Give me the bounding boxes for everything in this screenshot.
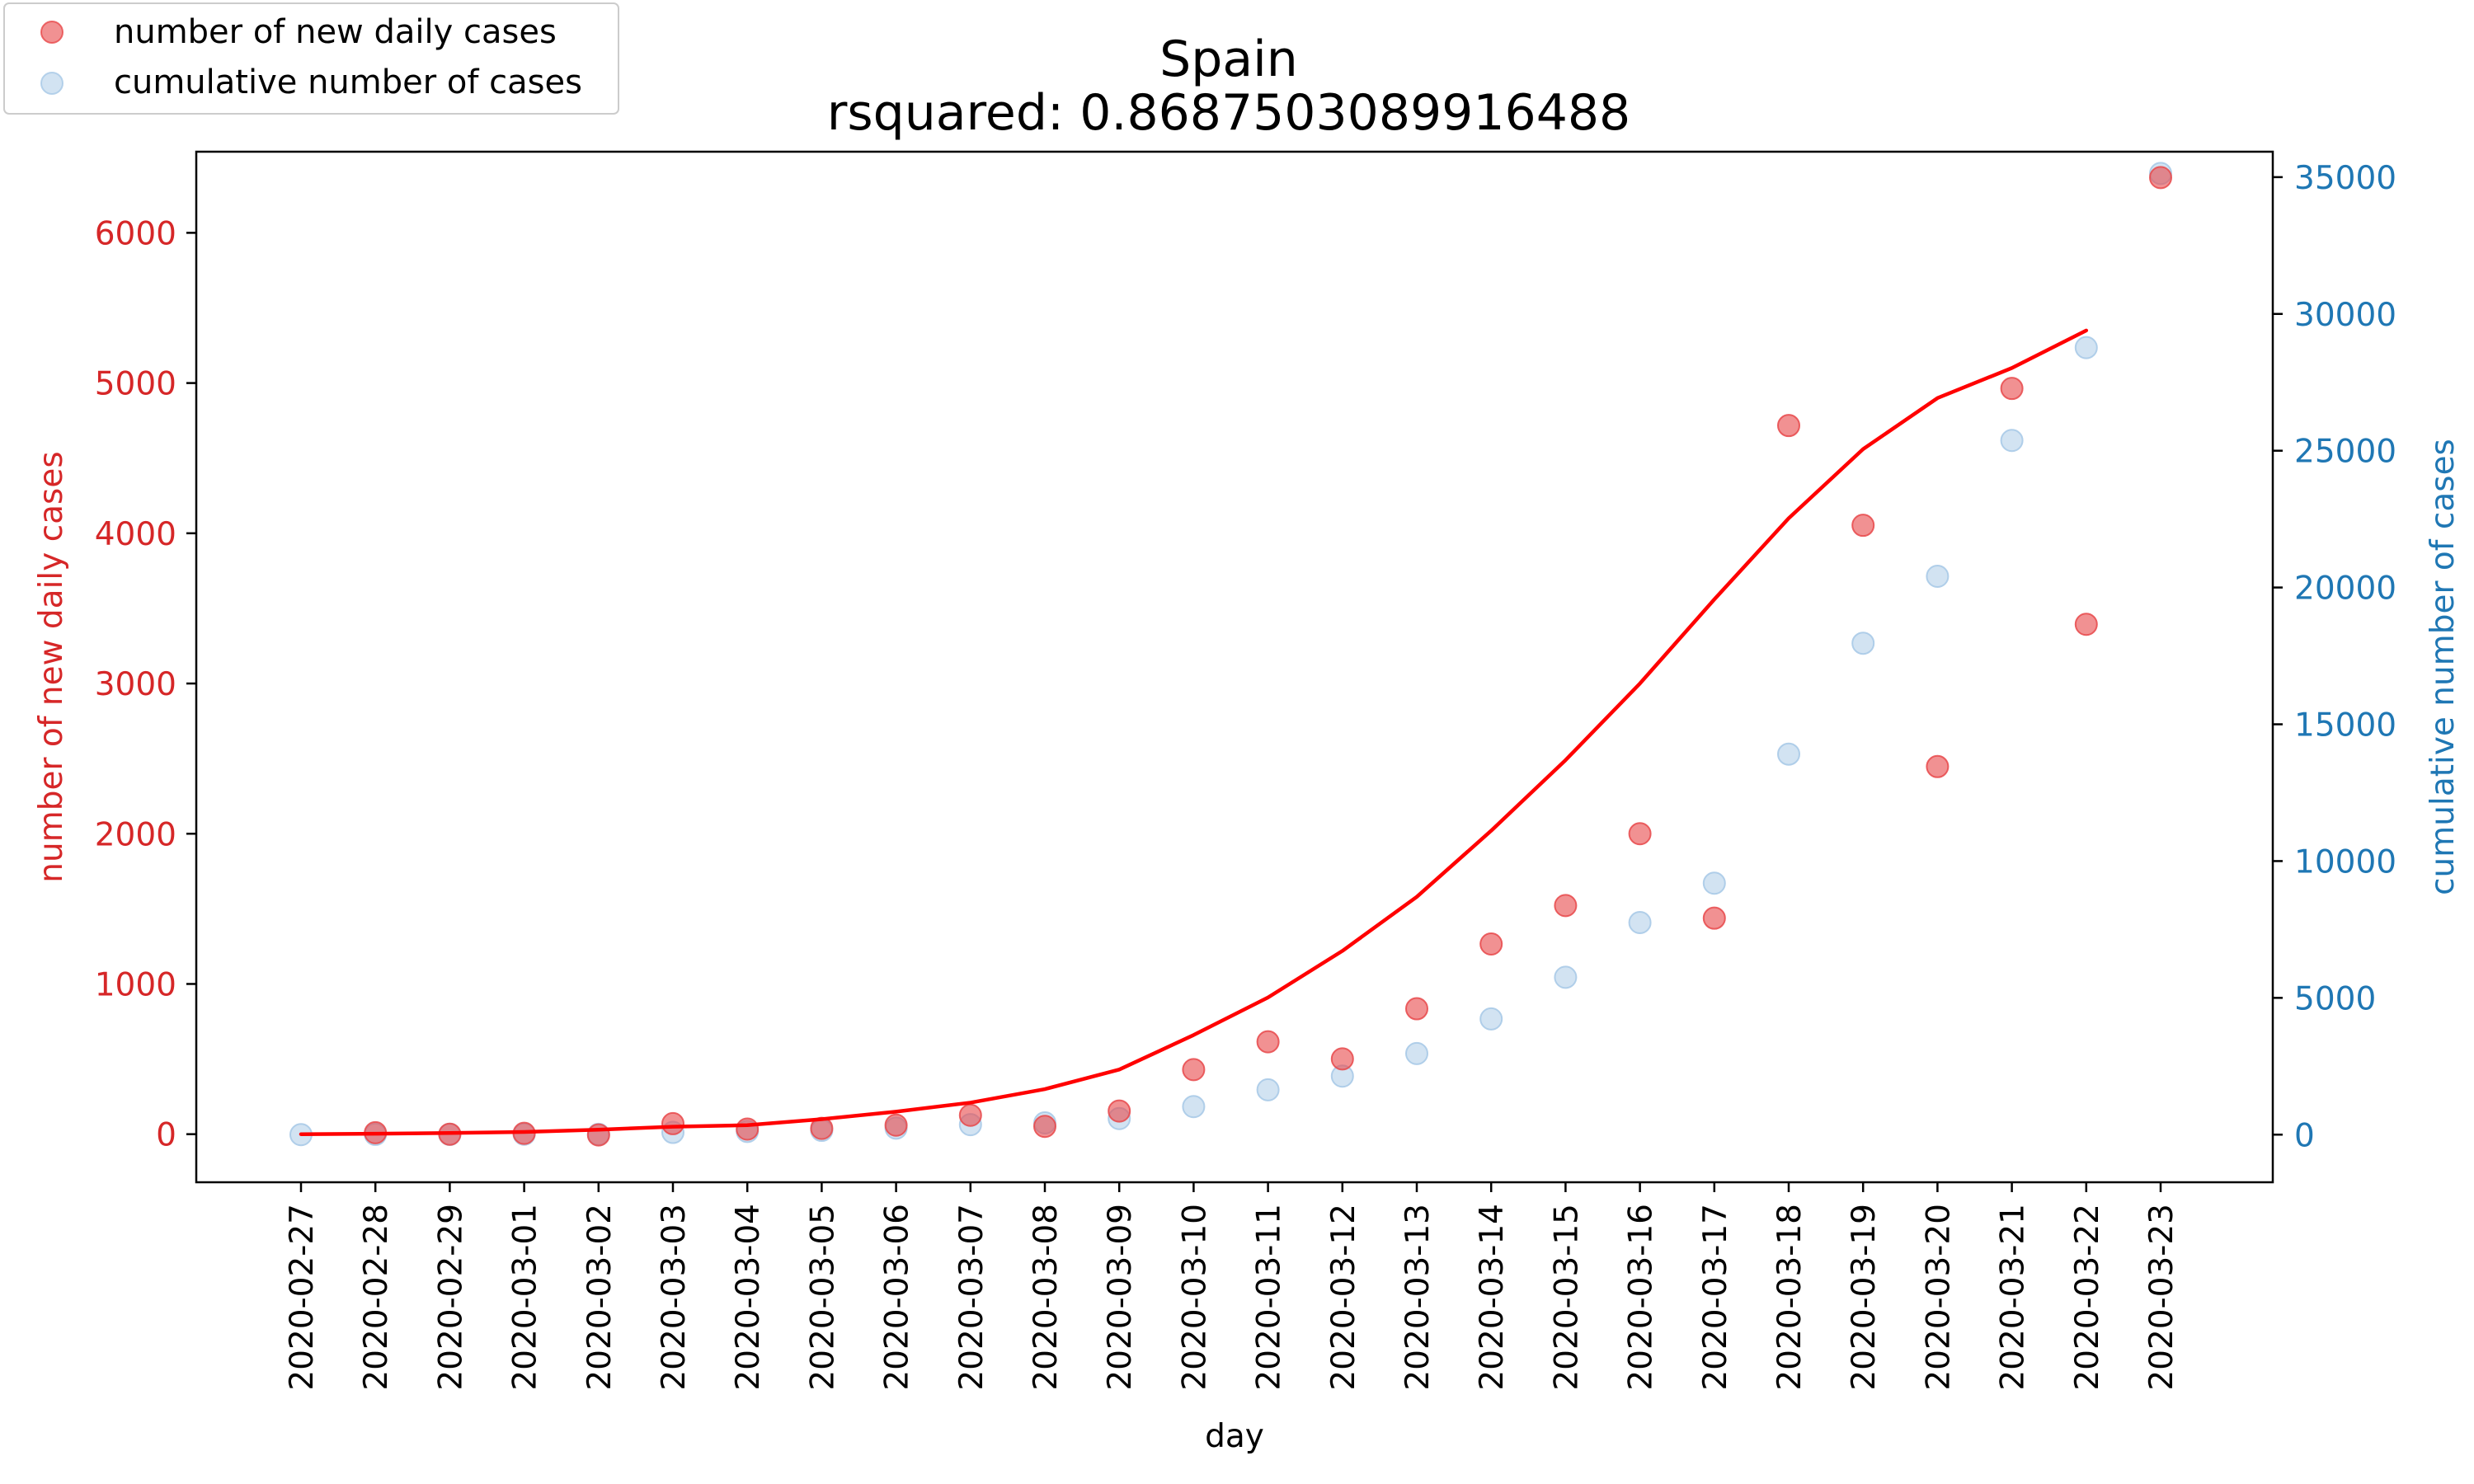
left-tick-label: 4000 (95, 516, 176, 553)
legend-marker-cumulative-cases (40, 72, 63, 95)
cumulative-cases-point (1182, 1095, 1206, 1119)
x-tick-label: 2020-03-17 (1697, 1204, 1734, 1391)
x-tick-label: 2020-03-02 (581, 1204, 618, 1391)
daily-cases-point (1702, 906, 1726, 930)
x-tick-label: 2020-03-13 (1399, 1204, 1437, 1391)
daily-cases-point (1851, 514, 1875, 538)
x-tick-label: 2020-03-21 (1995, 1204, 2032, 1391)
cumulative-cases-point (2000, 429, 2024, 453)
daily-cases-point (736, 1117, 760, 1141)
legend: number of new daily cases cumulative num… (3, 2, 619, 115)
left-tick-label: 2000 (95, 816, 176, 853)
x-tick-label: 2020-03-08 (1028, 1204, 1065, 1391)
left-tick-label: 1000 (95, 966, 176, 1003)
left-tick-label: 0 (156, 1117, 176, 1154)
legend-label-cumulative-cases: cumulative number of cases (114, 63, 582, 101)
cumulative-cases-point (1926, 564, 1950, 588)
x-tick-label: 2020-02-27 (284, 1204, 321, 1391)
x-tick-label: 2020-03-09 (1102, 1204, 1139, 1391)
daily-cases-point (1182, 1058, 1206, 1082)
legend-marker-new-daily-cases (40, 21, 63, 44)
chart-title: Spain (1159, 31, 1298, 88)
x-tick-label: 2020-03-11 (1251, 1204, 1288, 1391)
legend-label-new-daily-cases: number of new daily cases (114, 13, 557, 51)
chart-subtitle: rsquared: 0.8687503089916488 (827, 84, 1630, 142)
daily-cases-point (1330, 1047, 1354, 1071)
daily-cases-point (1108, 1099, 1131, 1123)
right-tick-label: 15000 (2294, 707, 2396, 744)
daily-cases-point (586, 1123, 610, 1147)
x-tick-label: 2020-03-06 (879, 1204, 916, 1391)
left-axis-label: number of new daily cases (33, 451, 70, 882)
cumulative-cases-point (1628, 910, 1652, 934)
x-tick-label: 2020-03-15 (1548, 1204, 1585, 1391)
fit-curve-line (299, 328, 2089, 1136)
daily-cases-point (1554, 894, 1578, 918)
right-tick-label: 30000 (2294, 297, 2396, 334)
left-tick-label: 6000 (95, 215, 176, 252)
x-tick-label: 2020-03-03 (656, 1204, 693, 1391)
x-axis: 2020-02-27 2020-02-28 2020-02-29 2020-03-01… (284, 1182, 2180, 1391)
series-layer (289, 162, 2172, 1147)
cumulative-cases-point (1479, 1007, 1503, 1031)
x-tick-label: 2020-02-28 (358, 1204, 395, 1391)
right-tick-label: 35000 (2294, 160, 2396, 197)
cumulative-cases-point (2074, 336, 2098, 359)
daily-cases-point (1033, 1115, 1056, 1139)
x-tick-label: 2020-03-14 (1474, 1204, 1511, 1391)
daily-cases-point (1926, 754, 1950, 778)
daily-cases-point (2149, 166, 2172, 190)
cumulative-cases-point (1702, 871, 1726, 895)
daily-cases-point (2000, 377, 2024, 401)
x-tick-label: 2020-03-07 (953, 1204, 990, 1391)
right-tick-label: 0 (2294, 1117, 2315, 1154)
daily-cases-point (1628, 822, 1652, 846)
cumulative-cases-point (1405, 1041, 1428, 1065)
daily-cases-point (958, 1103, 982, 1127)
x-tick-label: 2020-03-12 (1325, 1204, 1362, 1391)
x-tick-label: 2020-02-29 (432, 1204, 469, 1391)
daily-cases-point (1777, 414, 1800, 438)
right-tick-label: 5000 (2294, 980, 2376, 1017)
cumulative-cases-point (1851, 632, 1875, 655)
x-tick-label: 2020-03-01 (507, 1204, 544, 1391)
daily-cases-point (884, 1113, 908, 1137)
daily-cases-point (1256, 1030, 1280, 1054)
daily-cases-point (1479, 932, 1503, 956)
x-tick-label: 2020-03-20 (1920, 1204, 1957, 1391)
plot-frame (195, 150, 2274, 1184)
right-axis: 0 5000 10000 15000 20000 25000 30000 35000 (2273, 160, 2396, 1154)
x-tick-label: 2020-03-10 (1176, 1204, 1213, 1391)
x-tick-label: 2020-03-05 (804, 1204, 841, 1391)
x-tick-label: 2020-03-22 (2069, 1204, 2106, 1391)
left-axis: 0 1000 2000 3000 4000 5000 6000 (95, 215, 196, 1154)
right-tick-label: 10000 (2294, 843, 2396, 881)
daily-cases-point (1405, 997, 1428, 1021)
daily-cases-point (661, 1111, 684, 1135)
x-tick-label: 2020-03-19 (1846, 1204, 1883, 1391)
right-tick-label: 25000 (2294, 434, 2396, 471)
cumulative-cases-point (1256, 1078, 1280, 1101)
x-axis-label: day (1205, 1418, 1264, 1455)
right-axis-label: cumulative number of cases (2425, 439, 2462, 895)
left-tick-label: 5000 (95, 366, 176, 403)
right-tick-label: 20000 (2294, 571, 2396, 608)
x-tick-label: 2020-03-18 (1771, 1204, 1808, 1391)
x-tick-label: 2020-03-23 (2143, 1204, 2180, 1391)
cumulative-cases-point (1777, 742, 1800, 766)
legend-box (3, 2, 619, 115)
left-tick-label: 3000 (95, 666, 176, 703)
cumulative-cases-point (1554, 965, 1578, 989)
daily-cases-point (2074, 613, 2098, 636)
x-tick-label: 2020-03-04 (730, 1204, 767, 1391)
x-tick-label: 2020-03-16 (1623, 1204, 1660, 1391)
